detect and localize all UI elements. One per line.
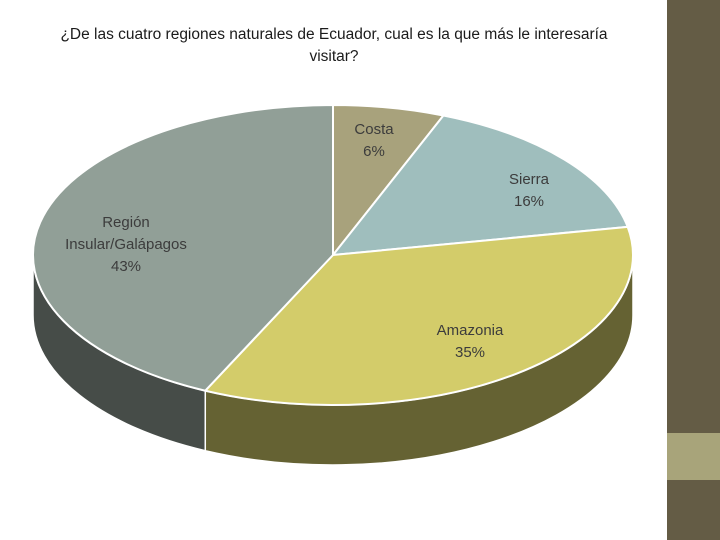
slice-name-amazonia: Amazonia xyxy=(436,322,504,339)
pie-slice-sierra xyxy=(332,114,629,256)
pie-slice-amazonia xyxy=(204,225,634,406)
slice-value-amazonia: 35% xyxy=(454,344,486,361)
pie-top-faces xyxy=(32,104,634,406)
decorative-side-accent xyxy=(667,433,720,480)
slice-value-region-insular: 43% xyxy=(110,258,142,275)
slice-name-region-insular-line1: Región xyxy=(102,214,150,231)
slice-label-costa: Costa 6% xyxy=(354,119,393,163)
chart-title: ¿De las cuatro regiones naturales de Ecu… xyxy=(60,26,608,65)
slice-name-costa: Costa xyxy=(354,121,394,138)
slice-name-region-insular-line2: Insular/Galápagos xyxy=(65,236,187,253)
slice-value-costa: 6% xyxy=(363,143,385,160)
slice-name-sierra: Sierra xyxy=(508,171,550,188)
slice-label-region-insular: Región Insular/Galápagos 43% xyxy=(65,212,187,278)
side-bar-divider xyxy=(665,0,667,540)
slice-label-sierra: Sierra 16% xyxy=(509,169,549,213)
pie-slice-region-insular-galapagos xyxy=(32,104,334,392)
slice-value-sierra: 16% xyxy=(513,193,545,210)
slice-label-amazonia: Amazonia 35% xyxy=(437,320,504,364)
